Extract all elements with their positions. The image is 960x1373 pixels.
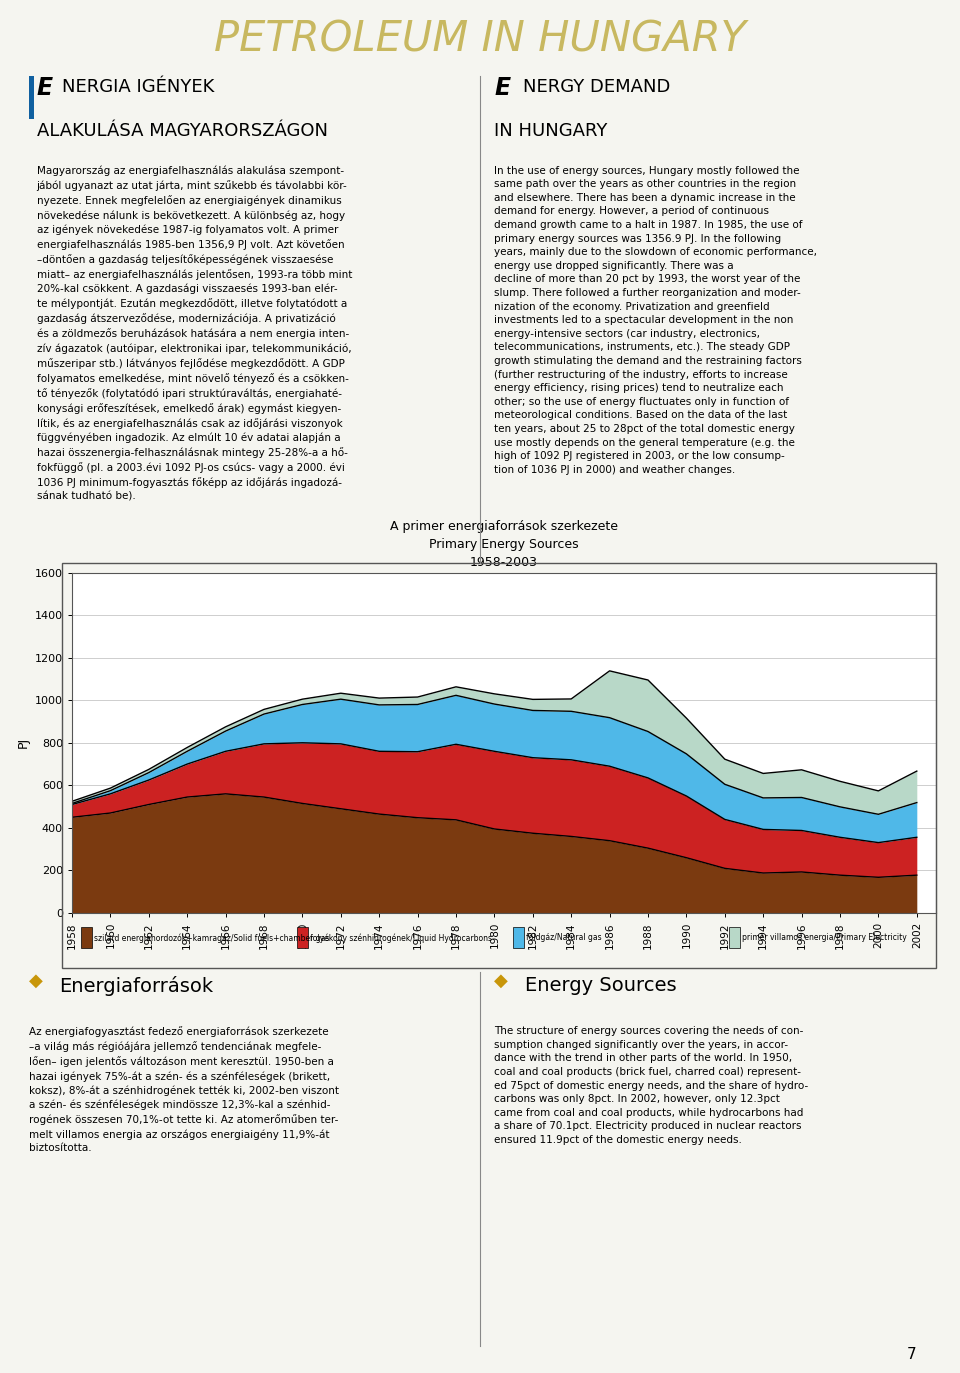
Bar <box>297 928 308 947</box>
Y-axis label: PJ: PJ <box>16 737 30 748</box>
Text: ◆: ◆ <box>29 972 42 990</box>
Text: In the use of energy sources, Hungary mostly followed the
same path over the yea: In the use of energy sources, Hungary mo… <box>494 166 817 475</box>
Text: szilárd energiahordozók+kamragáz/Solid fuels+chamber gas: szilárd energiahordozók+kamragáz/Solid f… <box>94 934 330 942</box>
Text: ◆: ◆ <box>494 972 508 990</box>
Text: Az energiafogyasztást fedező energiaforrások szerkezete
–a világ más régióájára : Az energiafogyasztást fedező energiaforr… <box>29 1026 339 1153</box>
Text: folyékony szénhidrogének/Liquid Hydrocarbons: folyékony szénhidrogének/Liquid Hydrocar… <box>310 934 492 942</box>
Text: E: E <box>36 76 53 99</box>
Bar <box>513 928 524 947</box>
Title: A primer energiaforrások szerkezete
Primary Energy Sources
1958-2003: A primer energiaforrások szerkezete Prim… <box>390 519 618 568</box>
Text: ALAKULÁSA MAGYARORSZÁGON: ALAKULÁSA MAGYARORSZÁGON <box>36 122 327 140</box>
Text: IN HUNGARY: IN HUNGARY <box>494 122 608 140</box>
FancyBboxPatch shape <box>29 76 34 119</box>
Text: The structure of energy sources covering the needs of con-
sumption changed sign: The structure of energy sources covering… <box>494 1026 808 1145</box>
Text: földgáz/Natural gas: földgáz/Natural gas <box>526 934 602 942</box>
Text: Energiaforrások: Energiaforrások <box>60 976 213 995</box>
Bar <box>729 928 740 947</box>
Text: PETROLEUM IN HUNGARY: PETROLEUM IN HUNGARY <box>214 19 746 60</box>
Text: Energy Sources: Energy Sources <box>525 976 677 995</box>
Text: primer villamos energia/Primary Electricity: primer villamos energia/Primary Electric… <box>742 934 907 942</box>
Text: E: E <box>494 76 511 99</box>
Text: 7: 7 <box>907 1347 917 1362</box>
Text: NERGY DEMAND: NERGY DEMAND <box>523 78 670 96</box>
Text: Magyarország az energiafelhasználás alakulása szempont-
jából ugyanazt az utat j: Magyarország az energiafelhasználás alak… <box>36 166 352 501</box>
Bar <box>81 928 92 947</box>
Text: NERGIA IGÉNYEK: NERGIA IGÉNYEK <box>61 78 214 96</box>
